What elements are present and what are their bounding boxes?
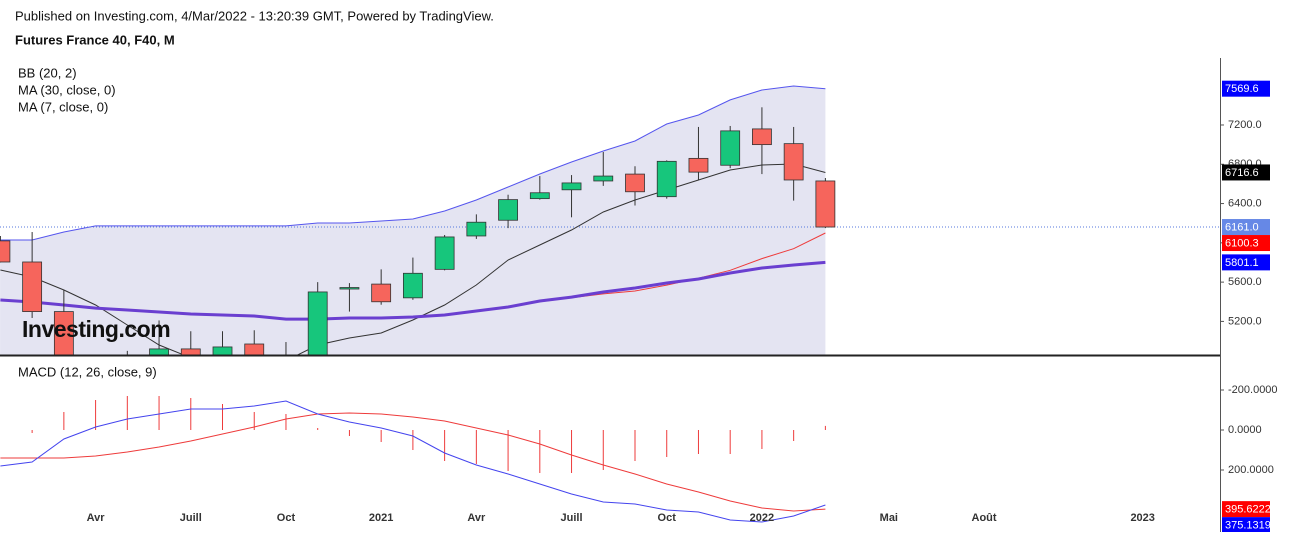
candle-body bbox=[784, 144, 803, 180]
candle-body bbox=[403, 273, 422, 298]
price-badge-label: 6161.0 bbox=[1225, 221, 1259, 233]
y-tick-label: 5600.0 bbox=[1228, 276, 1262, 288]
candle-body bbox=[372, 284, 391, 302]
x-tick-label: Juill bbox=[180, 512, 202, 524]
x-tick-label: Août bbox=[972, 512, 997, 524]
candle-body bbox=[435, 237, 454, 269]
price-badge-label: 5801.1 bbox=[1225, 257, 1259, 269]
price-badge-label: 6100.3 bbox=[1225, 237, 1259, 249]
price-badge-label: 395.6222 bbox=[1225, 504, 1271, 516]
candle-body bbox=[657, 161, 676, 196]
candle-body bbox=[181, 349, 200, 365]
candle-body bbox=[276, 361, 295, 382]
signal-line bbox=[0, 413, 825, 511]
candle-body bbox=[626, 174, 645, 192]
candle-body bbox=[245, 344, 264, 361]
candle-body bbox=[467, 222, 486, 236]
y-tick-label: 7200.0 bbox=[1228, 119, 1262, 131]
candle-body bbox=[308, 292, 327, 381]
x-tick-label: Avr bbox=[87, 512, 106, 524]
x-tick-label: Avr bbox=[467, 512, 486, 524]
x-tick-label: Oct bbox=[277, 512, 296, 524]
legend-macd: MACD (12, 26, close, 9) bbox=[18, 364, 157, 379]
x-tick-label: Juill bbox=[561, 512, 583, 524]
candle-body bbox=[0, 241, 10, 262]
y-tick-label: 200.0000 bbox=[1228, 464, 1274, 476]
candle-body bbox=[562, 183, 581, 190]
macd-line bbox=[0, 401, 825, 522]
legend-ma30: MA (30, close, 0) bbox=[18, 82, 116, 97]
macd-panel bbox=[0, 396, 825, 522]
x-tick-label: Mai bbox=[880, 512, 898, 524]
candle-body bbox=[530, 193, 549, 199]
candle-body bbox=[721, 131, 740, 165]
price-badge-label: 375.1319 bbox=[1225, 520, 1271, 532]
x-tick-label: 2022 bbox=[750, 512, 774, 524]
candle-body bbox=[499, 200, 518, 221]
legend-bb: BB (20, 2) bbox=[18, 65, 77, 80]
x-tick-label: 2023 bbox=[1130, 512, 1154, 524]
candle-body bbox=[689, 158, 708, 172]
chart-title: Futures France 40, F40, M bbox=[15, 32, 175, 47]
y-tick-label: 6400.0 bbox=[1228, 197, 1262, 209]
candle-body bbox=[816, 181, 835, 227]
y-tick-label: 5200.0 bbox=[1228, 315, 1262, 327]
y-tick-label: -200.0000 bbox=[1228, 384, 1278, 396]
y-tick-label: 0.0000 bbox=[1228, 424, 1262, 436]
price-badge-label: 6716.6 bbox=[1225, 167, 1259, 179]
legend-ma7: MA (7, close, 0) bbox=[18, 99, 108, 114]
price-badge-label: 7569.6 bbox=[1225, 83, 1259, 95]
watermark: Investing.com bbox=[22, 316, 170, 342]
x-tick-label: 2021 bbox=[369, 512, 393, 524]
published-note: Published on Investing.com, 4/Mar/2022 -… bbox=[15, 8, 494, 23]
candle-body bbox=[23, 262, 42, 312]
x-tick-label: Oct bbox=[658, 512, 677, 524]
candle-body bbox=[340, 288, 359, 290]
candle-body bbox=[86, 383, 105, 401]
price-panel bbox=[0, 86, 1220, 479]
candle-body bbox=[752, 129, 771, 145]
candle-body bbox=[594, 176, 613, 181]
